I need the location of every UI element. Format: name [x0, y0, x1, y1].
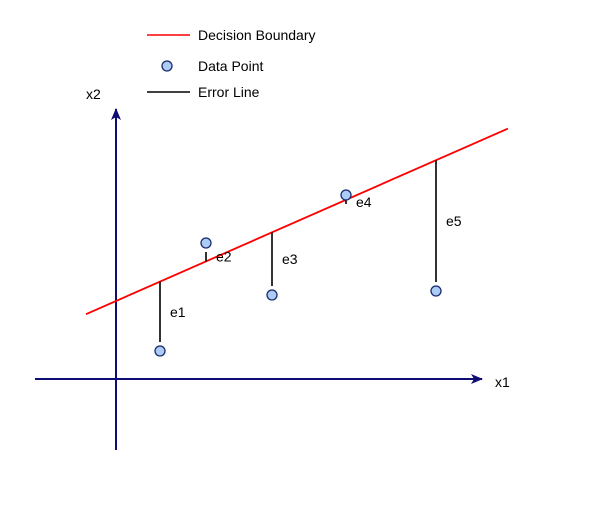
legend: Decision Boundary Data Point Error Line — [147, 27, 316, 100]
data-point-group-e3: e3 — [266, 232, 298, 301]
legend-error-label: Error Line — [198, 84, 260, 100]
axes: x1 x2 — [35, 86, 510, 450]
data-points-group: e1 e2 e3 e4 e5 — [154, 160, 462, 357]
error-label-e4: e4 — [356, 194, 372, 210]
data-point-e5 — [430, 285, 442, 297]
data-point-group-e2: e2 — [200, 237, 232, 265]
legend-boundary-label: Decision Boundary — [198, 27, 316, 43]
data-point-group-e1: e1 — [154, 281, 186, 357]
data-point-group-e5: e5 — [430, 160, 462, 297]
data-point-e4 — [340, 189, 352, 201]
decision-boundary-line — [85, 127, 509, 316]
legend-point-label: Data Point — [198, 58, 263, 74]
data-point-e2 — [200, 237, 212, 249]
data-point-e3 — [266, 289, 278, 301]
x-axis-label: x1 — [495, 374, 510, 390]
error-label-e1: e1 — [170, 304, 186, 320]
y-axis-label: x2 — [86, 86, 101, 102]
error-label-e2: e2 — [216, 249, 232, 265]
legend-point-swatch — [161, 60, 173, 72]
error-label-e3: e3 — [282, 251, 298, 267]
data-point-e1 — [154, 345, 166, 357]
error-label-e5: e5 — [446, 213, 462, 229]
data-point-group-e4: e4 — [340, 189, 372, 210]
